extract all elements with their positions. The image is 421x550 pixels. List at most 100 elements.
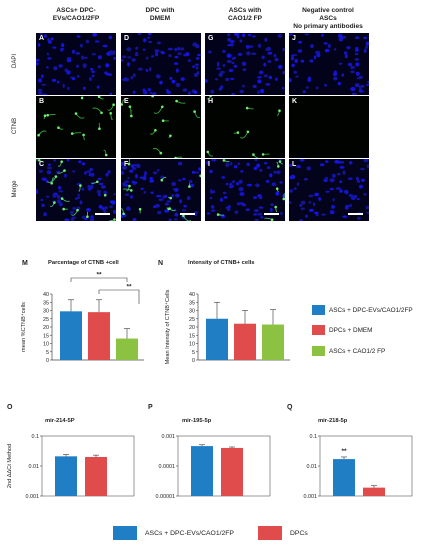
y-tick-label: 25 [189, 317, 195, 323]
cell-stain-image [36, 159, 116, 221]
panel-label-m: M [22, 260, 28, 267]
cell-stain-image [289, 33, 369, 95]
legend-item-1: ASCs + DPC-EVs/CAO1/2FP [312, 305, 413, 315]
y-tick-label: 0.001 [304, 494, 318, 500]
column-header-3: ASCs with CAO1/2 FP [227, 7, 263, 22]
micrograph-panel: B [36, 96, 116, 158]
micrograph-panel: I [205, 159, 285, 221]
legend-item-2: DPCs + DMEM [312, 325, 373, 335]
micrograph-panel-letter: E [124, 98, 129, 105]
bottom-legend-item-1: ASCs + DPC-EVs/CAO1/2FP [113, 526, 234, 540]
y-tick-label: 10 [43, 342, 49, 348]
bar [363, 487, 385, 496]
y-tick-label: 0.1 [32, 434, 40, 440]
y-tick-label: 0 [46, 358, 49, 364]
bottom-legend-label-1: ASCs + DPC-EVs/CAO1/2FP [145, 529, 234, 537]
y-tick-label: 0.01 [29, 464, 40, 470]
micrograph-panel: G [205, 33, 285, 95]
legend-item-3: ASCs + CAO1/2 FP [312, 346, 385, 356]
y-tick-label: 0.0001 [159, 464, 176, 470]
chart-n-title: Intensity of CTNB+ cells [188, 260, 255, 266]
cell-stain-image [289, 159, 369, 221]
micrograph-panel: J [289, 33, 369, 95]
y-tick-label: 5 [192, 350, 195, 356]
micrograph-panel-letter: J [292, 35, 296, 42]
column-header-2: DPC with DMEM [145, 7, 175, 22]
legend-label-3: ASCs + CAO1/2 FP [329, 347, 386, 355]
legend-swatch-red [312, 325, 325, 335]
y-tick-label: 20 [189, 325, 195, 331]
micrograph-panel: D [121, 33, 201, 95]
micrograph-panel-letter: K [292, 98, 298, 105]
bottom-legend-swatch-blue [113, 526, 137, 540]
significance-bracket [70, 277, 128, 282]
cell-stain-image [36, 33, 116, 95]
y-tick-label: 10 [189, 342, 195, 348]
y-tick-label: 40 [189, 292, 195, 298]
micrograph-panel: H [205, 96, 285, 158]
micrograph-panel-letter: A [39, 35, 45, 42]
bar [55, 456, 77, 496]
row-label-merge: Merge [12, 180, 18, 198]
micrograph-panel: L [289, 159, 369, 221]
bottom-legend-item-2: DPCs [258, 526, 308, 540]
scale-bar [348, 213, 363, 215]
y-tick-label: 15 [43, 333, 49, 339]
y-tick-label: 0.1 [310, 434, 318, 440]
bottom-legend-label-2: DPCs [290, 529, 308, 537]
micrograph-panel-letter: I [208, 161, 210, 168]
column-header-4: Negative control ASCs No primary antibod… [293, 7, 363, 30]
bar [191, 446, 213, 496]
cell-stain-image [37, 96, 115, 157]
micrograph-panel-letter: L [292, 161, 297, 168]
y-tick-label: 0.001 [162, 434, 176, 440]
bar [88, 312, 110, 360]
chart-m: 0 5 10 15 20 25 30 35 40 mean %CTNB⁺cells ** ** [20, 272, 144, 364]
y-axis-label: mean %CTNB⁺cells [20, 302, 27, 352]
panel-label-o: O [7, 404, 13, 411]
y-tick-label: 40 [43, 292, 49, 298]
micrograph-panel-letter: G [208, 35, 214, 42]
scale-bar [95, 213, 110, 215]
micrograph-panel: E [121, 96, 201, 158]
panel-label-n: N [158, 260, 164, 267]
cell-stain-image [121, 159, 201, 221]
panel-label-p: P [148, 404, 153, 411]
chart-n: 0 5 10 15 20 25 30 35 40 Mean Intensity of CTNB⁺C… [164, 289, 290, 364]
bar [333, 459, 355, 496]
chart-o: 0.001 0.01 0.1 2nd ΔΔCt Method [7, 434, 135, 500]
bar [206, 318, 228, 360]
cell-stain-image [205, 159, 285, 221]
column-header-1: ASCs+ DPC- EVs/CAO1/2FP [52, 7, 100, 22]
bar [221, 447, 243, 496]
cell-stain-image [289, 96, 369, 158]
chart-q-title: mir-218-5p [318, 418, 348, 424]
cell-stain-image [121, 33, 201, 95]
micrograph-panel: A [36, 33, 116, 95]
chart-m-title: Parcentage of CTNB +cell [48, 260, 119, 266]
cell-stain-image [205, 33, 285, 95]
micrograph-panel: K [289, 96, 369, 158]
y-tick-label: 0 [192, 358, 195, 364]
chart-p: 0.00001 0.0001 0.001 [156, 434, 271, 500]
y-tick-label: 0.01 [307, 464, 318, 470]
scale-bar [180, 213, 195, 215]
chart-p-title: mir-195-5p [182, 418, 212, 424]
y-tick-label: 20 [43, 325, 49, 331]
bar [262, 324, 284, 360]
significance-label: ** [341, 448, 347, 455]
row-label-ctnb: CTNB [12, 117, 18, 135]
legend-label-1: ASCs + DPC-EVs/CAO1/2FP [329, 306, 413, 314]
row-label-dapi: DAPI [12, 54, 18, 69]
y-axis-label: 2nd ΔΔCt Method [7, 444, 13, 488]
significance-label: ** [126, 284, 132, 291]
y-tick-label: 15 [189, 333, 195, 339]
scale-bar [264, 213, 279, 215]
micrograph-panel-letter: F [124, 161, 129, 168]
micrograph-panel-letter: C [39, 161, 45, 168]
micrograph-panel: C [36, 159, 116, 221]
y-tick-label: 5 [46, 350, 49, 356]
bar [85, 456, 107, 496]
y-tick-label: 25 [43, 317, 49, 323]
legend-label-2: DPCs + DMEM [329, 326, 373, 334]
